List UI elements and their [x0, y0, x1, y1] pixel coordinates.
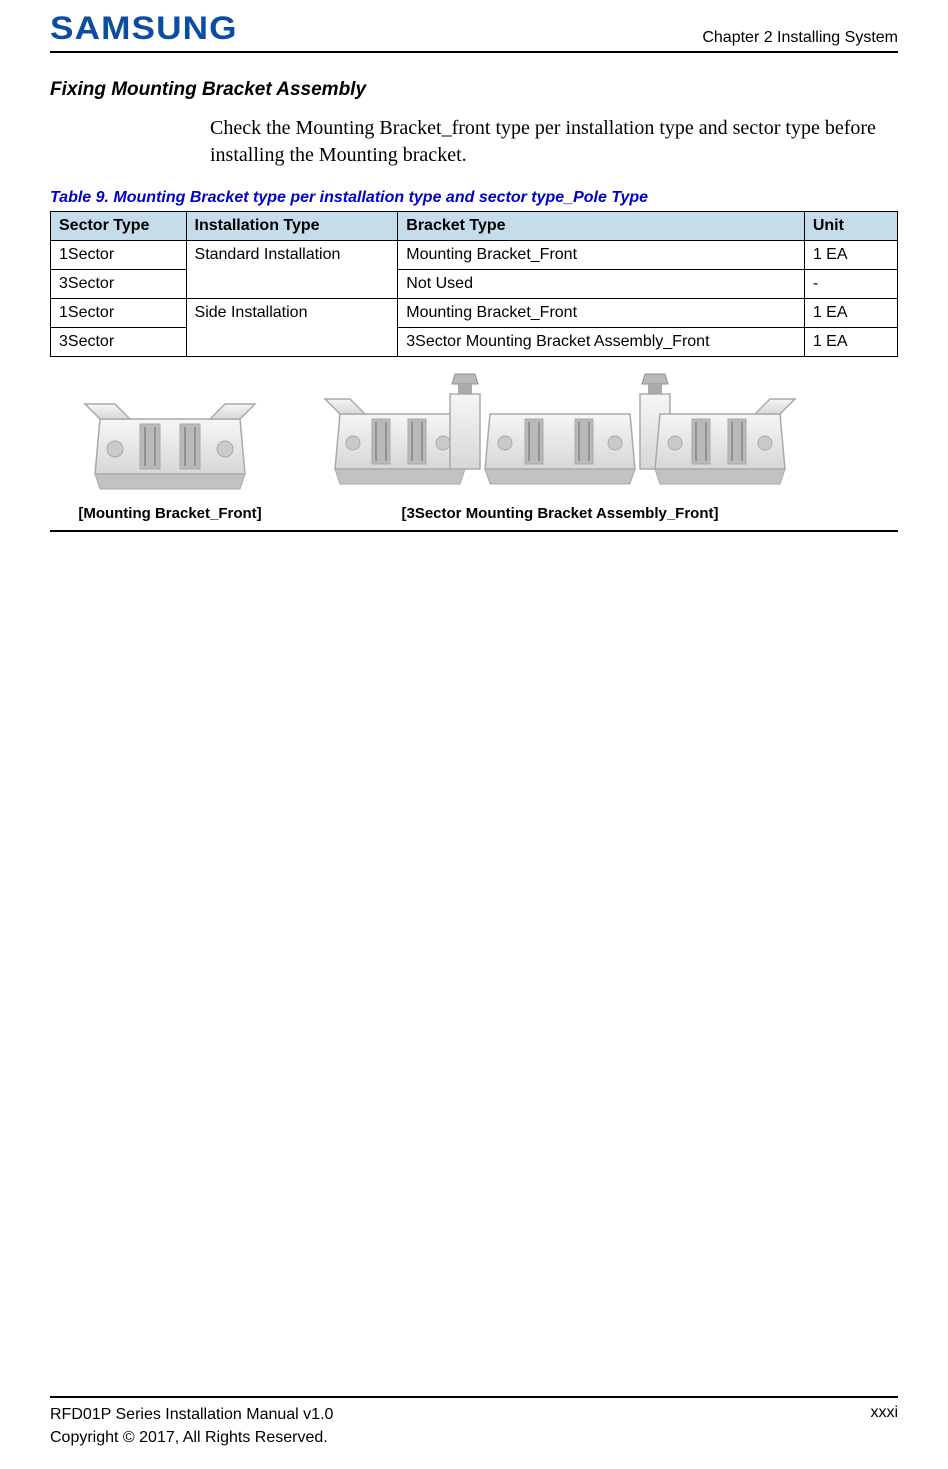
footer-left: RFD01P Series Installation Manual v1.0 C… — [50, 1404, 333, 1449]
td-unit: - — [804, 270, 897, 299]
td-install: Standard Installation — [186, 241, 398, 299]
bracket-front-icon — [70, 379, 270, 499]
figure-label-triple: [3Sector Mounting Bracket Assembly_Front… — [402, 505, 719, 522]
table-header-row: Sector Type Installation Type Bracket Ty… — [51, 212, 898, 241]
section-title: Fixing Mounting Bracket Assembly — [50, 79, 898, 101]
td-bracket: Mounting Bracket_Front — [398, 299, 805, 328]
td-unit: 1 EA — [804, 328, 897, 357]
table-row: 1Sector Standard Installation Mounting B… — [51, 241, 898, 270]
td-sector: 1Sector — [51, 241, 187, 270]
td-install: Side Installation — [186, 299, 398, 357]
page-header: SAMSUNG Chapter 2 Installing System — [50, 0, 898, 53]
table-row: 3Sector 3Sector Mounting Bracket Assembl… — [51, 328, 898, 357]
body-paragraph: Check the Mounting Bracket_front type pe… — [210, 115, 898, 169]
page-footer: RFD01P Series Installation Manual v1.0 C… — [50, 1396, 898, 1449]
th-sector: Sector Type — [51, 212, 187, 241]
footer-page-number: xxxi — [870, 1404, 898, 1422]
td-sector: 3Sector — [51, 328, 187, 357]
td-unit: 1 EA — [804, 299, 897, 328]
td-bracket: Mounting Bracket_Front — [398, 241, 805, 270]
th-install: Installation Type — [186, 212, 398, 241]
td-bracket: 3Sector Mounting Bracket Assembly_Front — [398, 328, 805, 357]
th-bracket: Bracket Type — [398, 212, 805, 241]
table-row: 1Sector Side Installation Mounting Brack… — [51, 299, 898, 328]
samsung-logo: SAMSUNG — [50, 10, 238, 47]
table-caption: Table 9. Mounting Bracket type per insta… — [50, 189, 898, 207]
td-sector: 1Sector — [51, 299, 187, 328]
figures-row: [Mounting Bracket_Front] — [50, 357, 898, 532]
figure-single-bracket: [Mounting Bracket_Front] — [70, 379, 270, 522]
td-unit: 1 EA — [804, 241, 897, 270]
footer-copyright: Copyright © 2017, All Rights Reserved. — [50, 1427, 333, 1449]
chapter-title: Chapter 2 Installing System — [702, 29, 898, 47]
table-row: 3Sector Not Used - — [51, 270, 898, 299]
figure-label-single: [Mounting Bracket_Front] — [78, 505, 261, 522]
td-sector: 3Sector — [51, 270, 187, 299]
footer-manual: RFD01P Series Installation Manual v1.0 — [50, 1404, 333, 1426]
bracket-table: Sector Type Installation Type Bracket Ty… — [50, 211, 898, 357]
td-bracket: Not Used — [398, 270, 805, 299]
th-unit: Unit — [804, 212, 897, 241]
figure-triple-bracket: [3Sector Mounting Bracket Assembly_Front… — [310, 369, 810, 522]
bracket-3sector-icon — [310, 369, 810, 499]
